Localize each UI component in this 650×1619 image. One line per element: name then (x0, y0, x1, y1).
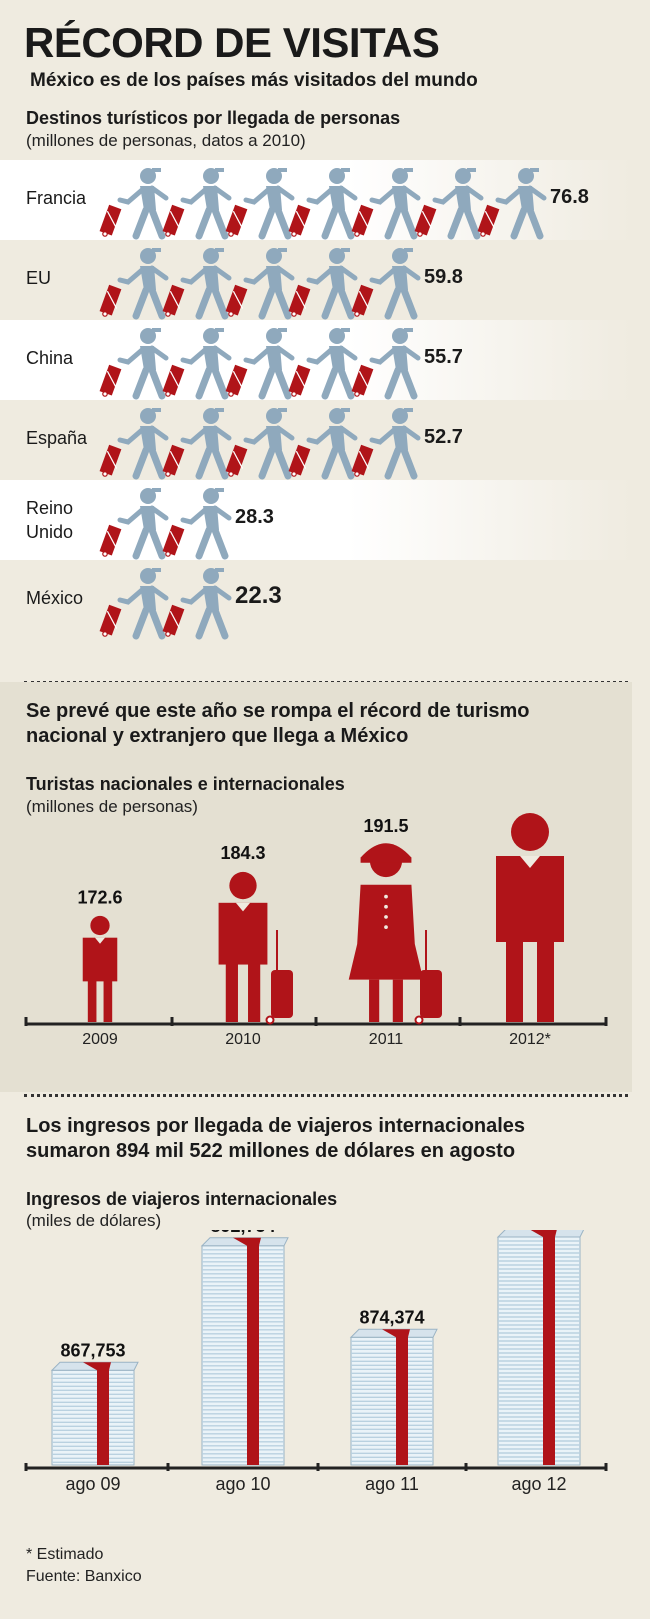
tourists-unit-note: (millones de personas) (26, 797, 198, 816)
month-label: ago 11 (365, 1474, 419, 1494)
destination-row: China 55.7 (0, 320, 632, 400)
destination-value: 55.7 (424, 346, 463, 368)
traveler-icon (225, 168, 295, 240)
traveler-icon (162, 408, 232, 480)
traveler-icon (99, 248, 169, 320)
destination-row: México 22.3 (0, 560, 632, 640)
traveler-icon (477, 168, 547, 240)
page-subtitle: México es de los países más visitados de… (30, 70, 478, 91)
traveler-icon (99, 328, 169, 400)
destination-value: 28.3 (235, 506, 274, 528)
suitcase-icon (265, 930, 293, 1025)
tourists-headline-line1: Se prevé que este año se rompa el récord… (26, 700, 530, 722)
suitcase-icon (414, 930, 442, 1025)
traveler-icon (351, 168, 421, 240)
traveler-icon (225, 328, 295, 400)
traveler-icon (99, 488, 169, 560)
page-title: RÉCORD DE VISITAS (24, 19, 440, 66)
destination-label: China (26, 348, 74, 368)
destination-row: Reino Unido 28.3 (0, 480, 632, 560)
divider (24, 1094, 628, 1097)
destination-icons (99, 328, 421, 400)
income-unit-note: (miles de dólares) (26, 1211, 162, 1230)
destination-value: 76.8 (550, 186, 589, 208)
traveler-icon (225, 408, 295, 480)
traveler-icon (162, 328, 232, 400)
destination-label: EU (26, 268, 52, 288)
destination-icons (99, 248, 421, 320)
money-stack (496, 1230, 585, 1466)
tourist-value: 184.3 (220, 843, 265, 863)
destinations-unit-note: (millones de personas, datos a 2010) (26, 131, 306, 150)
money-stack (349, 1328, 438, 1466)
income-headline-line1: Los ingresos por llegada de viajeros int… (26, 1115, 526, 1137)
estimate-note: * Estimado (26, 1546, 104, 1563)
destination-icons (99, 488, 232, 560)
destination-row: Francia 76.8 (0, 160, 632, 240)
destination-row: EU 59.8 (0, 240, 632, 320)
source-note: Fuente: Banxico (26, 1568, 142, 1585)
tourist-value: 172.6 (77, 887, 122, 907)
destination-value: 22.3 (235, 582, 282, 609)
income-heading: Ingresos de viajeros internacionales (26, 1189, 338, 1209)
income-value: 874,374 (359, 1307, 424, 1327)
traveler-icon (99, 568, 169, 640)
income-value: 892,754 (210, 1230, 275, 1236)
income-value: 867,753 (60, 1340, 125, 1360)
traveler-icon (162, 568, 232, 640)
income-headline-line2: sumaron 894 mil 522 millones de dólares … (26, 1140, 516, 1162)
year-label: 2011 (369, 1031, 404, 1048)
month-label: ago 12 (511, 1474, 566, 1494)
traveler-icon (288, 408, 358, 480)
year-label: 2010 (225, 1031, 261, 1048)
traveler-icon (288, 248, 358, 320)
destination-value: 59.8 (424, 266, 463, 288)
person-figure (348, 843, 424, 1022)
tourists-chart: 172.6 2009 184.3 2010 191.5 2011 200 2012* (24, 800, 608, 1048)
money-stack (200, 1237, 289, 1466)
destination-label: Francia (26, 188, 87, 208)
tourists-heading: Turistas nacionales e internacionales (26, 774, 345, 794)
destinations-heading: Destinos turísticos por llegada de perso… (26, 108, 401, 128)
money-stack (50, 1361, 139, 1466)
destination-icons (99, 408, 421, 480)
traveler-icon (351, 408, 421, 480)
person-figure (82, 915, 118, 1022)
traveler-icon (225, 248, 295, 320)
tourist-value: 191.5 (363, 816, 408, 836)
destination-icons (99, 568, 232, 640)
person-figure (218, 871, 268, 1022)
traveler-icon (351, 328, 421, 400)
destination-row: España 52.7 (0, 400, 632, 480)
traveler-icon (162, 488, 232, 560)
month-label: ago 09 (65, 1474, 120, 1494)
destination-icons (99, 168, 547, 240)
tourist-value: 200 (512, 800, 549, 805)
traveler-icon (162, 168, 232, 240)
traveler-icon (288, 168, 358, 240)
traveler-icon (162, 248, 232, 320)
destination-label: España (26, 428, 88, 448)
destination-label: Reino Unido (26, 498, 74, 542)
year-label: 2012* (509, 1031, 551, 1048)
year-label: 2009 (82, 1031, 118, 1048)
traveler-icon (99, 168, 169, 240)
month-label: ago 10 (215, 1474, 270, 1494)
destination-value: 52.7 (424, 426, 463, 448)
tourists-headline-line2: nacional y extranjero que llega a México (26, 725, 409, 747)
traveler-icon (351, 248, 421, 320)
traveler-icon (99, 408, 169, 480)
traveler-icon (414, 168, 484, 240)
person-figure (496, 813, 564, 1022)
traveler-icon (288, 328, 358, 400)
destination-label: México (26, 588, 84, 608)
